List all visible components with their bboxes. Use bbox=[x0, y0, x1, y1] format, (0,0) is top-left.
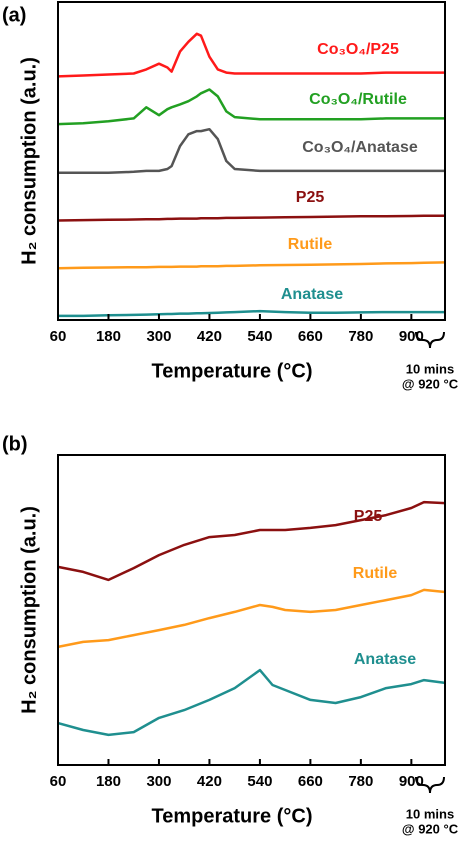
x-tick-label: 60 bbox=[50, 773, 67, 790]
x-axis-title: Temperature (°C) bbox=[152, 360, 313, 382]
series-label: P25 bbox=[296, 189, 325, 206]
x-axis-title: Temperature (°C) bbox=[152, 805, 313, 827]
series-line bbox=[58, 309, 445, 318]
x-tick-label: 180 bbox=[96, 328, 121, 345]
x-tick-label: 540 bbox=[247, 328, 272, 345]
series-line bbox=[57, 88, 445, 126]
series-line bbox=[57, 500, 446, 582]
series-label: Anatase bbox=[281, 286, 343, 303]
series-line bbox=[57, 261, 446, 270]
series-label: Rutile bbox=[288, 236, 333, 253]
hold-brace bbox=[415, 331, 445, 349]
series-line bbox=[57, 214, 445, 222]
series-line bbox=[57, 32, 445, 78]
x-tick-label: 420 bbox=[197, 328, 222, 345]
x-tick-label: 780 bbox=[348, 328, 373, 345]
x-tick-label: 420 bbox=[197, 773, 222, 790]
x-tick-label: 900 bbox=[399, 773, 424, 790]
x-tick-label: 300 bbox=[146, 773, 171, 790]
plot-frame bbox=[57, 454, 446, 766]
panel-label: (b) bbox=[2, 433, 28, 455]
series-label: Co₃O₄/Rutile bbox=[309, 91, 407, 108]
x-tick-label: 540 bbox=[247, 773, 272, 790]
x-tick-label: 900 bbox=[399, 328, 424, 345]
x-tick-label: 300 bbox=[146, 328, 171, 345]
series-label: Co₃O₄/Anatase bbox=[302, 139, 418, 156]
x-tick-label: 780 bbox=[348, 773, 373, 790]
panel-label: (a) bbox=[2, 4, 26, 26]
hold-annotation: 10 mins bbox=[406, 361, 454, 376]
series-line bbox=[57, 588, 446, 649]
series-label: Rutile bbox=[353, 565, 398, 582]
series-label: Anatase bbox=[354, 651, 416, 668]
series-label: P25 bbox=[354, 508, 383, 525]
y-axis-title: H₂ consumption (a.u.) bbox=[18, 506, 40, 714]
x-tick-label: 660 bbox=[298, 328, 323, 345]
x-tick-label: 660 bbox=[298, 773, 323, 790]
x-tick-label: 60 bbox=[50, 328, 67, 345]
y-axis-title: H₂ consumption (a.u.) bbox=[18, 57, 40, 265]
hold-annotation: @ 920 °C bbox=[402, 376, 459, 391]
plot-frame bbox=[57, 1, 446, 321]
hold-annotation: @ 920 °C bbox=[402, 821, 459, 836]
series-line bbox=[57, 668, 446, 737]
series-label: Co₃O₄/P25 bbox=[317, 41, 399, 58]
hold-annotation: 10 mins bbox=[406, 806, 454, 821]
x-tick-label: 180 bbox=[96, 773, 121, 790]
hold-brace bbox=[415, 776, 445, 794]
series-line bbox=[58, 127, 445, 175]
